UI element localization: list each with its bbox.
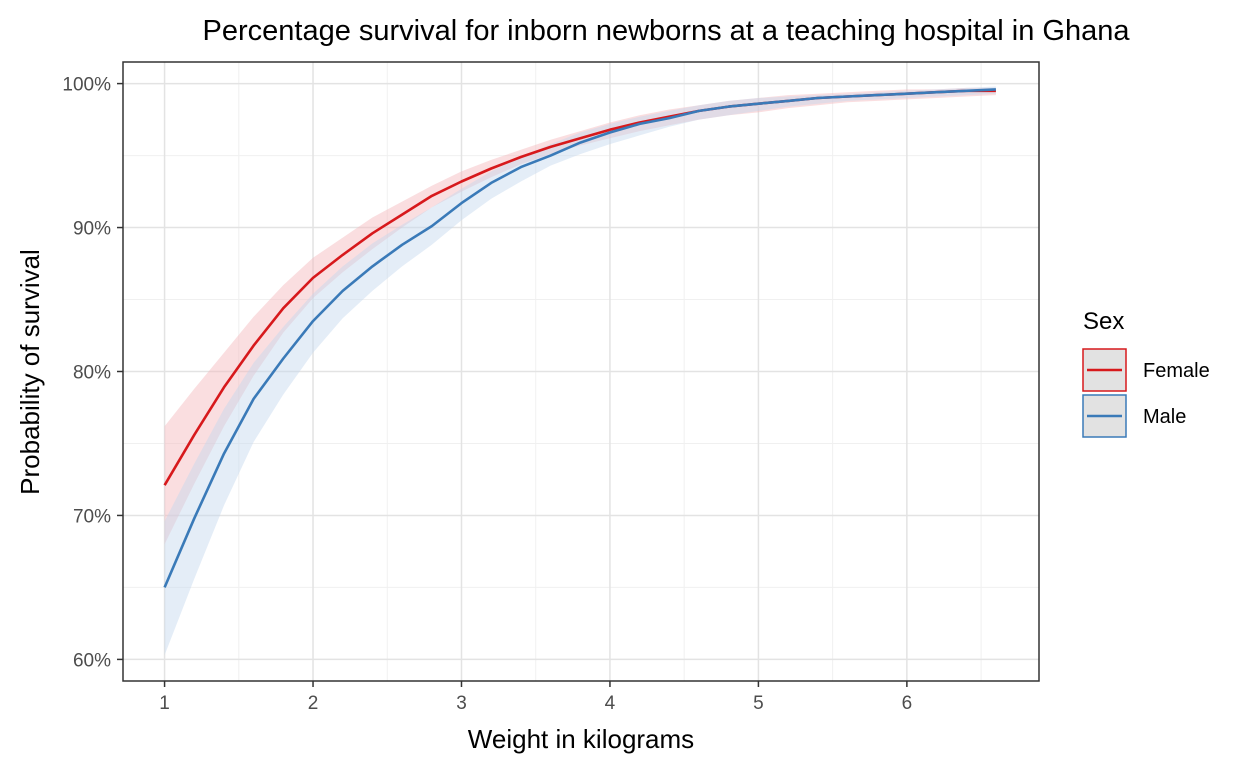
legend-label-female: Female <box>1143 360 1210 382</box>
x-tick-label: 6 <box>902 693 913 714</box>
x-tick-label: 3 <box>456 693 467 714</box>
confidence-band-female <box>164 87 996 545</box>
y-axis-ticks: 60% 70% 80% 90% 100% <box>62 75 123 671</box>
legend-title: Sex <box>1083 308 1124 335</box>
y-tick-label: 80% <box>73 363 111 384</box>
y-axis-title: Probability of survival <box>15 249 45 495</box>
y-tick-label: 90% <box>73 219 111 240</box>
y-tick-label: 60% <box>73 650 111 671</box>
y-tick-label: 100% <box>62 75 111 96</box>
chart-title: Percentage survival for inborn newborns … <box>203 15 1131 47</box>
y-tick-label: 70% <box>73 506 111 527</box>
legend-label-male: Male <box>1143 406 1186 428</box>
x-tick-label: 1 <box>159 693 170 714</box>
x-axis-ticks: 1 2 3 4 5 6 <box>159 681 912 714</box>
x-tick-label: 5 <box>753 693 764 714</box>
x-tick-label: 2 <box>308 693 319 714</box>
legend: Sex Female Male <box>1082 308 1210 438</box>
series-lines <box>163 88 996 588</box>
series-line-male <box>163 88 996 588</box>
x-axis-title: Weight in kilograms <box>468 724 694 754</box>
major-gridlines <box>123 62 1039 681</box>
x-tick-label: 4 <box>605 693 616 714</box>
legend-items: Female Male <box>1082 348 1210 438</box>
